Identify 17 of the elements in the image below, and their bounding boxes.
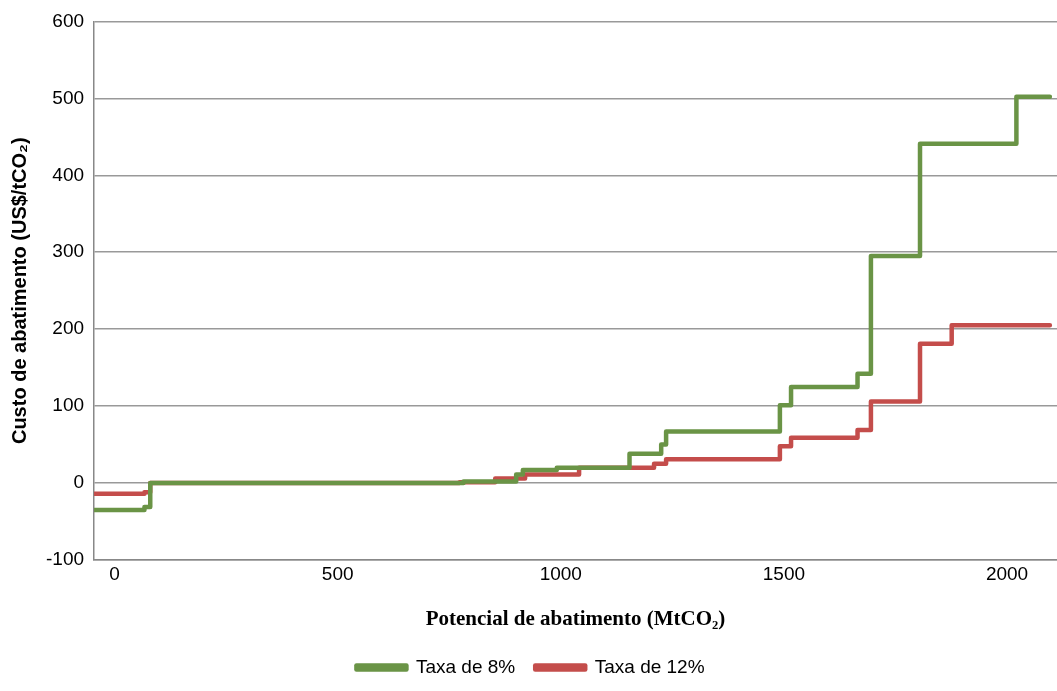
x-tick-label: 1500 bbox=[762, 562, 806, 584]
x-tick-label: 0 bbox=[109, 562, 120, 584]
y-tick-label: 100 bbox=[52, 394, 85, 416]
y-tick-label: 300 bbox=[52, 240, 85, 262]
y-tick-label: 400 bbox=[52, 163, 85, 185]
y-tick-label: 600 bbox=[52, 9, 85, 31]
legend-label: Taxa de 8% bbox=[415, 655, 516, 677]
x-tick-label: 500 bbox=[321, 562, 354, 584]
y-tick-label: -100 bbox=[46, 548, 85, 570]
y-tick-label: 200 bbox=[52, 317, 85, 339]
x-tick-label: 2000 bbox=[985, 562, 1029, 584]
legend-label: Taxa de 12% bbox=[594, 655, 705, 677]
y-tick-label: 500 bbox=[52, 86, 85, 108]
y-tick-label: 0 bbox=[73, 471, 85, 493]
x-tick-label: 1000 bbox=[539, 562, 582, 584]
x-axis-title: Potencial de abatimento (MtCO₂) bbox=[425, 605, 726, 630]
y-axis-title: Custo de abatimento (US$/tCO₂) bbox=[7, 137, 30, 445]
